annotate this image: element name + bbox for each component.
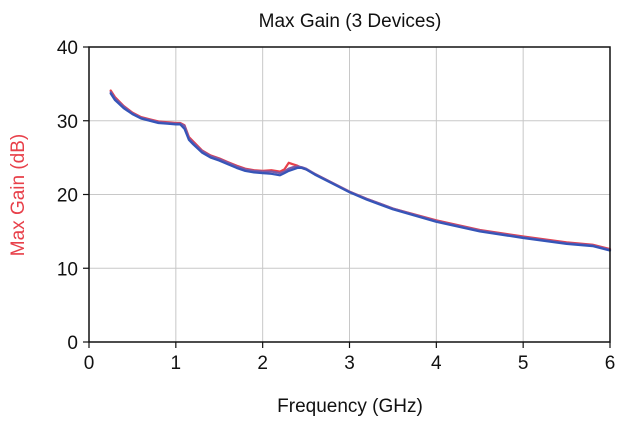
y-tick-label: 10: [57, 259, 78, 280]
x-tick-label: 5: [518, 353, 529, 374]
y-tick-label: 30: [57, 112, 78, 133]
y-tick-label: 0: [67, 333, 78, 354]
grid-lines: [89, 47, 610, 342]
chart-title: Max Gain (3 Devices): [259, 11, 442, 32]
y-tick-label: 20: [57, 186, 78, 207]
x-tick-label: 1: [171, 353, 182, 374]
x-tick-label: 0: [84, 353, 95, 374]
x-tick-label: 6: [605, 353, 616, 374]
x-tick-label: 2: [257, 353, 268, 374]
axis-ticks: 0 1 2 3 4 5 6 0 10 20 30 40: [57, 38, 615, 374]
series-lines: [109, 89, 612, 252]
series-line-3: [109, 92, 612, 252]
y-tick-label: 40: [57, 38, 78, 59]
x-tick-label: 4: [431, 353, 442, 374]
y-axis-label: Max Gain (dB): [8, 134, 29, 256]
x-tick-label: 3: [344, 353, 355, 374]
x-axis-label: Frequency (GHz): [277, 396, 423, 417]
